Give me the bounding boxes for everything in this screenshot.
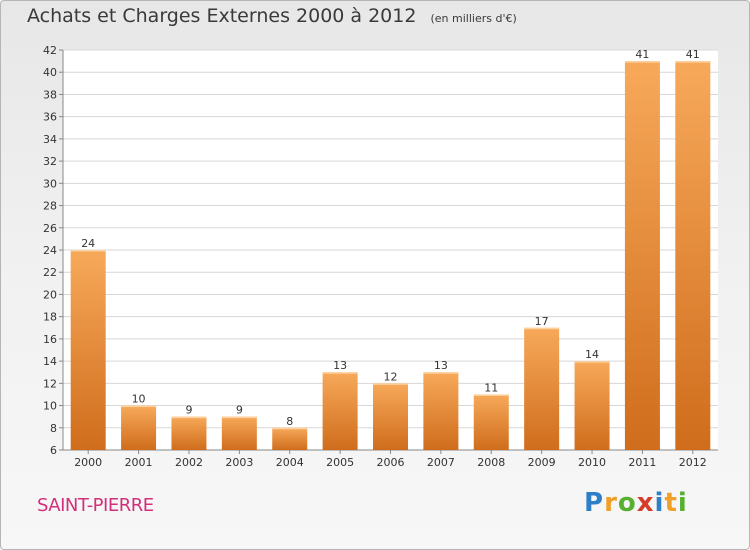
bar-highlight [171, 416, 207, 419]
y-tick-label: 22 [43, 266, 57, 279]
data-label: 13 [333, 359, 347, 372]
x-tick-label: 2008 [477, 456, 505, 469]
bar-highlight [423, 372, 459, 374]
data-label: 9 [185, 404, 192, 417]
bar [272, 427, 308, 450]
x-tick-label: 2011 [628, 456, 656, 469]
bar-highlight [70, 250, 106, 252]
commune-name: SAINT-PIERRE [37, 495, 154, 516]
y-tick-label: 30 [43, 177, 57, 190]
bar-highlight [524, 327, 560, 330]
proxiti-logo: Proxiti [584, 488, 688, 518]
bar [524, 327, 560, 450]
data-label: 8 [286, 415, 293, 428]
x-tick-label: 2012 [679, 456, 707, 469]
bar [423, 372, 459, 450]
logo-letter: P [584, 488, 605, 518]
y-tick-label: 10 [43, 400, 57, 413]
y-tick-label: 42 [43, 44, 57, 57]
bar [473, 394, 509, 450]
x-tick-label: 2007 [427, 456, 455, 469]
bar-highlight [624, 61, 660, 63]
bar-highlight [221, 416, 257, 419]
chart-title: Achats et Charges Externes 2000 à 2012 (… [27, 5, 517, 27]
y-tick-label: 36 [43, 111, 57, 124]
x-tick-label: 2004 [276, 456, 304, 469]
logo-letter: i [677, 488, 688, 518]
data-label: 13 [434, 359, 448, 372]
x-tick-label: 2006 [377, 456, 405, 469]
y-tick-label: 26 [43, 222, 57, 235]
bar-highlight [675, 61, 711, 63]
logo-letter: r [604, 488, 618, 518]
x-tick-label: 2003 [225, 456, 253, 469]
bar-highlight [574, 361, 610, 363]
data-label: 41 [686, 48, 700, 61]
bar [373, 383, 408, 450]
data-label: 9 [236, 404, 243, 417]
bar [675, 61, 711, 450]
logo-letter: i [654, 488, 665, 518]
x-tick-label: 2009 [528, 456, 556, 469]
x-tick-label: 2005 [326, 456, 354, 469]
y-tick-label: 14 [43, 355, 57, 368]
y-tick-label: 16 [43, 333, 57, 346]
data-label: 17 [535, 315, 549, 328]
bar-highlight [473, 394, 509, 396]
bar-highlight [322, 372, 358, 374]
data-label: 12 [384, 370, 398, 383]
bar-highlight [121, 405, 157, 408]
y-tick-label: 8 [50, 422, 57, 435]
y-tick-label: 12 [43, 377, 57, 390]
logo-letter: o [617, 488, 637, 518]
x-tick-label: 2000 [74, 456, 102, 469]
x-tick-label: 2010 [578, 456, 606, 469]
y-tick-label: 38 [43, 88, 57, 101]
logo-letter: t [664, 488, 678, 518]
data-label: 41 [635, 48, 649, 61]
bar [574, 361, 610, 450]
bar [121, 405, 157, 450]
bar-highlight [373, 383, 408, 385]
y-tick-label: 18 [43, 311, 57, 324]
y-tick-label: 32 [43, 155, 57, 168]
x-tick-label: 2002 [175, 456, 203, 469]
bar [171, 416, 207, 450]
y-tick-label: 34 [43, 133, 57, 146]
data-label: 24 [81, 237, 95, 250]
y-tick-label: 6 [50, 444, 57, 457]
bar [624, 61, 660, 450]
chart-title-text: Achats et Charges Externes 2000 à 2012 [27, 5, 417, 27]
y-tick-label: 20 [43, 288, 57, 301]
bar [221, 416, 257, 450]
x-tick-label: 2001 [125, 456, 153, 469]
data-label: 14 [585, 348, 599, 361]
y-tick-label: 24 [43, 244, 57, 257]
y-tick-label: 28 [43, 200, 57, 213]
chart-unit: (en milliers d'€) [430, 12, 517, 25]
y-tick-label: 40 [43, 66, 57, 79]
data-label: 10 [132, 393, 146, 406]
logo-letter: x [636, 488, 655, 518]
data-label: 11 [484, 381, 498, 394]
bar-highlight [272, 427, 308, 430]
bar [322, 372, 358, 450]
bar [70, 250, 106, 450]
